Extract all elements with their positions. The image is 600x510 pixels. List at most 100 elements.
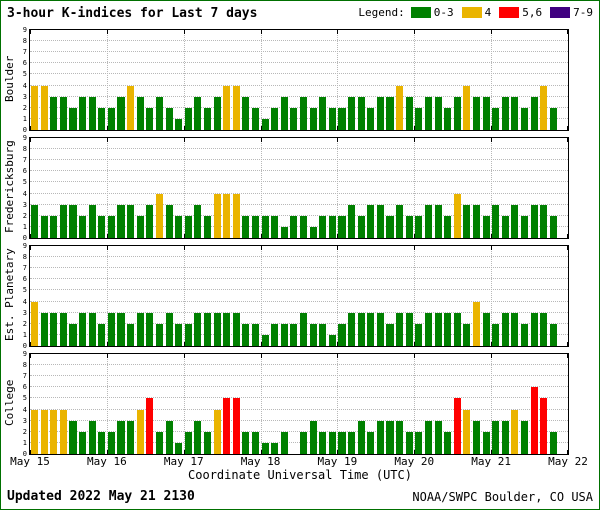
k-index-bar (50, 409, 58, 454)
k-index-bar (367, 204, 375, 238)
k-index-bar (79, 96, 87, 130)
k-index-bar (520, 420, 529, 454)
k-index-bar (127, 85, 135, 130)
k-index-bar (79, 215, 87, 238)
h-gridline (30, 170, 568, 172)
h-gridline (30, 278, 568, 280)
k-index-bar (386, 323, 394, 346)
y-tick-label: 4 (22, 81, 27, 90)
k-index-bar (203, 431, 212, 454)
k-index-bar (405, 431, 413, 454)
axis-tick (567, 342, 568, 346)
k-index-bar (348, 204, 356, 238)
k-index-bar (472, 301, 481, 346)
axis-tick (414, 354, 416, 358)
axis-tick (260, 138, 262, 142)
k-index-bar (348, 431, 356, 454)
k-index-bar (69, 107, 77, 130)
v-gridline (106, 246, 108, 346)
k-index-bar (175, 215, 183, 238)
k-index-bar (540, 85, 548, 130)
k-index-bar (444, 312, 452, 346)
axis-tick (106, 450, 108, 454)
legend-color-swatch (461, 7, 482, 18)
axis-tick (260, 342, 262, 346)
axis-tick (106, 354, 108, 358)
k-index-bar (98, 215, 106, 238)
k-index-bar (184, 107, 192, 130)
updated-timestamp: Updated 2022 May 21 2130 (7, 489, 195, 504)
k-index-bar (376, 420, 384, 454)
y-tick-label: 7 (22, 156, 27, 165)
k-index-bar (213, 409, 221, 454)
legend: Legend: 0-3 4 5,6 7-9 (358, 6, 593, 19)
k-index-bar (261, 118, 269, 130)
k-index-bar (319, 323, 327, 346)
k-index-bar (549, 323, 557, 346)
k-index-bar (424, 204, 432, 238)
axis-tick (567, 354, 568, 358)
legend-item: 0-3 (410, 6, 454, 19)
station-label: Est. Planetary (3, 248, 16, 342)
h-gridline (30, 95, 568, 97)
v-gridline (106, 30, 108, 130)
k-index-bar (540, 204, 548, 238)
k-index-bar (261, 334, 269, 346)
axis-tick (106, 234, 108, 238)
k-index-bar (88, 96, 96, 130)
axis-tick (567, 450, 568, 454)
axis-tick (491, 354, 493, 358)
v-gridline (414, 354, 416, 454)
k-index-bar (146, 107, 154, 130)
axis-tick (30, 126, 31, 130)
y-tick-label: 4 (22, 297, 27, 306)
k-index-bar (453, 96, 461, 130)
chart-title: 3-hour K-indices for Last 7 days (7, 6, 258, 21)
k-index-bar (146, 398, 154, 454)
v-gridline (106, 138, 108, 238)
panel-boulder: Boulder 0 1 2 3 4 5 6 7 8 9 (1, 26, 599, 134)
axis-tick (30, 234, 31, 238)
axis-tick (106, 246, 108, 250)
k-index-bar (367, 107, 375, 130)
legend-color-swatch (410, 7, 431, 18)
k-index-bar (511, 204, 519, 238)
axis-tick (260, 354, 262, 358)
k-index-bar (434, 96, 442, 130)
k-index-bar (271, 323, 279, 346)
k-index-bar (31, 409, 39, 454)
k-index-bar (146, 204, 154, 238)
h-gridline (30, 408, 568, 410)
k-index-bar (146, 312, 154, 346)
k-index-bar (472, 420, 481, 454)
k-index-bar (386, 96, 394, 130)
v-gridline (260, 354, 262, 454)
k-index-bar (232, 398, 240, 454)
y-tick-label: 5 (22, 70, 27, 79)
k-index-bar (530, 312, 538, 346)
v-gridline (414, 138, 416, 238)
axis-tick (106, 138, 108, 142)
k-index-bar (251, 323, 260, 346)
k-index-bar (549, 431, 557, 454)
v-gridline (491, 30, 493, 130)
axis-tick (491, 126, 493, 130)
axis-tick (106, 30, 108, 34)
h-gridline (30, 333, 568, 335)
h-gridline (30, 419, 568, 421)
legend-item-label: 7-9 (573, 6, 593, 19)
legend-color-swatch (550, 7, 571, 18)
legend-item-label: 5,6 (522, 6, 543, 19)
legend-item: 7-9 (550, 6, 593, 19)
k-index-bar (165, 312, 173, 346)
k-index-bar (501, 312, 509, 346)
k-index-bar (127, 323, 135, 346)
y-tick-label: 3 (22, 416, 27, 425)
x-tick-label: May 21 (471, 455, 512, 468)
k-index-bar (107, 312, 115, 346)
v-gridline (106, 354, 108, 454)
k-index-bar (501, 215, 509, 238)
k-index-bar (40, 409, 48, 454)
axis-tick (337, 246, 339, 250)
k-index-bar (396, 312, 404, 346)
